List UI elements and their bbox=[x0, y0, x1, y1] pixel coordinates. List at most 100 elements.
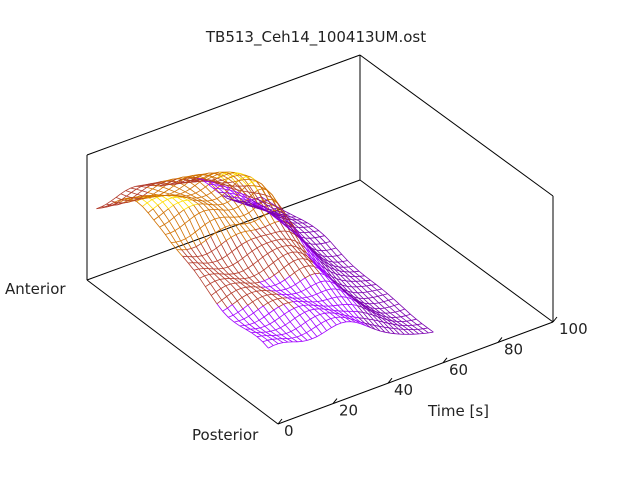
surface-segment-1471 bbox=[314, 308, 321, 315]
surface-segment-1157 bbox=[185, 238, 192, 249]
surface-segment-426 bbox=[252, 189, 258, 195]
surface-segment-1139 bbox=[249, 324, 256, 330]
surface-segment-673 bbox=[336, 278, 342, 281]
surface-segment-1945 bbox=[357, 292, 364, 299]
surface-segment-1598 bbox=[206, 176, 213, 180]
surface-segment-323 bbox=[230, 173, 236, 178]
surface-segment-1953 bbox=[403, 329, 410, 335]
surface-segment-474 bbox=[326, 249, 332, 251]
surface-segment-1226 bbox=[246, 294, 253, 303]
surface-segment-1254 bbox=[240, 282, 247, 288]
surface-segment-437 bbox=[305, 242, 312, 245]
surface-segment-665 bbox=[297, 251, 303, 254]
surface-segment-1183 bbox=[167, 199, 174, 206]
surface-segment-1170 bbox=[259, 327, 267, 333]
surface-segment-1780 bbox=[247, 195, 254, 199]
surface-segment-1281 bbox=[227, 266, 235, 275]
surface-segment-707 bbox=[342, 284, 348, 287]
surface-segment-961 bbox=[300, 321, 306, 327]
surface-segment-1295 bbox=[141, 186, 147, 188]
surface-segment-848 bbox=[389, 305, 395, 308]
surface-segment-588 bbox=[242, 254, 248, 259]
surface-segment-2082 bbox=[307, 222, 314, 227]
surface-segment-2068 bbox=[393, 305, 401, 312]
surface-segment-741 bbox=[347, 290, 353, 293]
x-tick-label-2: 40 bbox=[394, 381, 413, 399]
surface-segment-778 bbox=[368, 297, 374, 299]
surface-segment-1679 bbox=[336, 296, 343, 305]
surface-segment-1146 bbox=[122, 201, 129, 204]
surface-segment-1614 bbox=[298, 258, 305, 268]
posterior-label: Posterior bbox=[192, 426, 259, 444]
surface-segment-622 bbox=[247, 264, 254, 269]
surface-segment-1274 bbox=[187, 199, 194, 206]
surface-segment-1672 bbox=[296, 246, 303, 254]
surface-segment-1077 bbox=[228, 316, 235, 323]
surface-segment-1624 bbox=[188, 177, 195, 181]
surface-segment-795 bbox=[291, 292, 297, 295]
surface-segment-3 bbox=[110, 197, 117, 202]
surface-segment-1371 bbox=[242, 258, 249, 269]
surface-segment-1282 bbox=[233, 273, 240, 280]
surface-segment-1675 bbox=[313, 266, 321, 274]
surface-segment-1644 bbox=[303, 258, 310, 266]
surface-segment-1879 bbox=[313, 251, 320, 259]
surface-segment-407 bbox=[319, 235, 325, 238]
surface-segment-1463 bbox=[268, 266, 275, 276]
surface-segment-1493 bbox=[273, 262, 280, 272]
surface-segment-329 bbox=[259, 193, 265, 203]
surface-segment-1350 bbox=[288, 310, 296, 319]
surface-segment-1711 bbox=[352, 311, 360, 319]
surface-segment-1865 bbox=[233, 199, 240, 202]
surface-segment-446 bbox=[190, 231, 196, 237]
surface-segment-1779 bbox=[241, 193, 248, 197]
surface-segment-1317 bbox=[266, 294, 274, 301]
surface-segment-109 bbox=[147, 188, 153, 193]
surface-segment-1799 bbox=[356, 301, 363, 308]
surface-segment-1640 bbox=[280, 231, 287, 240]
surface-segment-416 bbox=[204, 209, 210, 212]
surface-segment-1790 bbox=[304, 243, 311, 253]
surface-segment-1411 bbox=[304, 312, 311, 320]
surface-segment-1925 bbox=[242, 203, 249, 207]
surface-segment-1341 bbox=[237, 261, 244, 271]
surface-segment-392 bbox=[246, 181, 253, 186]
surface-segment-584 bbox=[222, 266, 229, 269]
surface-segment-1706 bbox=[324, 274, 331, 282]
surface-segment-645 bbox=[359, 275, 365, 277]
surface-segment-1630 bbox=[222, 173, 230, 177]
surface-segment-765 bbox=[304, 274, 311, 279]
surface-segment-1866 bbox=[238, 200, 245, 203]
surface-segment-1394 bbox=[206, 200, 214, 206]
surface-segment-1130 bbox=[197, 262, 204, 269]
surface-segment-1743 bbox=[369, 324, 376, 330]
surface-segment-522 bbox=[240, 231, 246, 233]
surface-segment-1860 bbox=[371, 311, 378, 317]
surface-segment-819 bbox=[248, 312, 254, 317]
surface-segment-1383 bbox=[310, 329, 318, 337]
surface-segment-1882 bbox=[330, 271, 337, 279]
surface-segment-2052 bbox=[302, 222, 309, 228]
surface-segment-381 bbox=[193, 203, 199, 206]
surface-segment-1198 bbox=[253, 312, 260, 321]
surface-segment-551 bbox=[221, 254, 228, 259]
surface-segment-1180 bbox=[150, 194, 157, 197]
surface-segment-1984 bbox=[246, 200, 253, 205]
surface-segment-1364 bbox=[202, 200, 209, 205]
surface-segment-750 bbox=[232, 300, 238, 305]
x-tick-label-5: 100 bbox=[559, 320, 588, 338]
surface-segment-789 bbox=[262, 294, 268, 297]
surface-segment-1583 bbox=[287, 253, 294, 262]
surface-segment-1098 bbox=[181, 249, 188, 257]
surface-segment-1136 bbox=[231, 304, 239, 313]
surface-segment-1587 bbox=[310, 286, 317, 295]
surface-segment-252 bbox=[204, 175, 210, 179]
surface-segment-662 bbox=[282, 253, 289, 257]
surface-segment-1213 bbox=[172, 197, 179, 204]
surface-segment-1713 bbox=[364, 322, 371, 328]
surface-segment-1593 bbox=[344, 317, 352, 323]
surface-segment-2077 bbox=[278, 207, 285, 212]
surface-segment-956 bbox=[276, 334, 282, 336]
surface-segment-1031 bbox=[321, 330, 327, 335]
surface-segment-1319 bbox=[278, 306, 285, 315]
